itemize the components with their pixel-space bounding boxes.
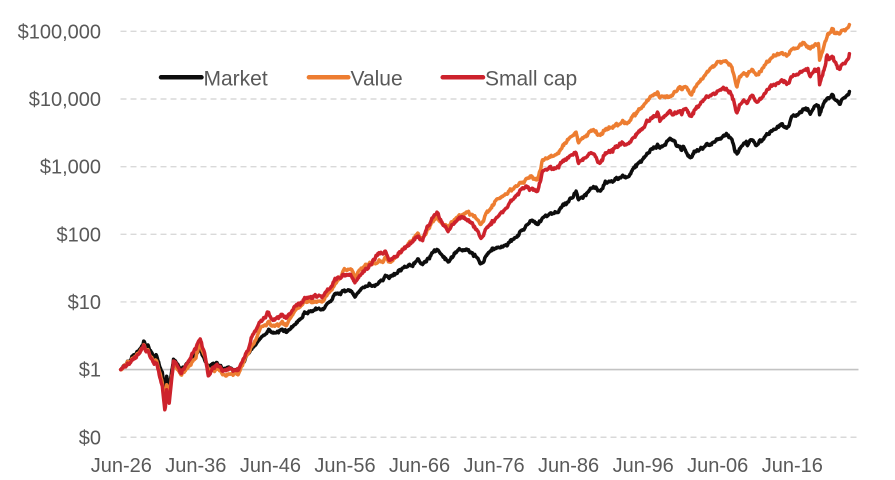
svg-text:Small cap: Small cap <box>485 67 577 90</box>
svg-text:Market: Market <box>204 67 268 90</box>
svg-text:$100: $100 <box>57 224 102 246</box>
svg-text:$1: $1 <box>79 360 101 382</box>
svg-text:Jun-76: Jun-76 <box>464 455 525 475</box>
svg-text:Jun-86: Jun-86 <box>538 455 599 475</box>
svg-text:Jun-66: Jun-66 <box>389 455 450 475</box>
svg-text:$1,000: $1,000 <box>40 157 101 179</box>
svg-text:$10: $10 <box>68 292 101 314</box>
svg-text:$0: $0 <box>79 427 101 449</box>
svg-text:Value: Value <box>351 67 403 90</box>
svg-text:Jun-46: Jun-46 <box>240 455 301 475</box>
svg-text:Jun-56: Jun-56 <box>314 455 375 475</box>
svg-text:$10,000: $10,000 <box>29 89 101 111</box>
svg-text:Jun-96: Jun-96 <box>613 455 674 475</box>
svg-text:Jun-36: Jun-36 <box>165 455 226 475</box>
svg-text:Jun-16: Jun-16 <box>762 455 823 475</box>
svg-text:$100,000: $100,000 <box>18 21 101 43</box>
svg-text:Jun-26: Jun-26 <box>91 455 152 475</box>
svg-text:Jun-06: Jun-06 <box>687 455 748 475</box>
